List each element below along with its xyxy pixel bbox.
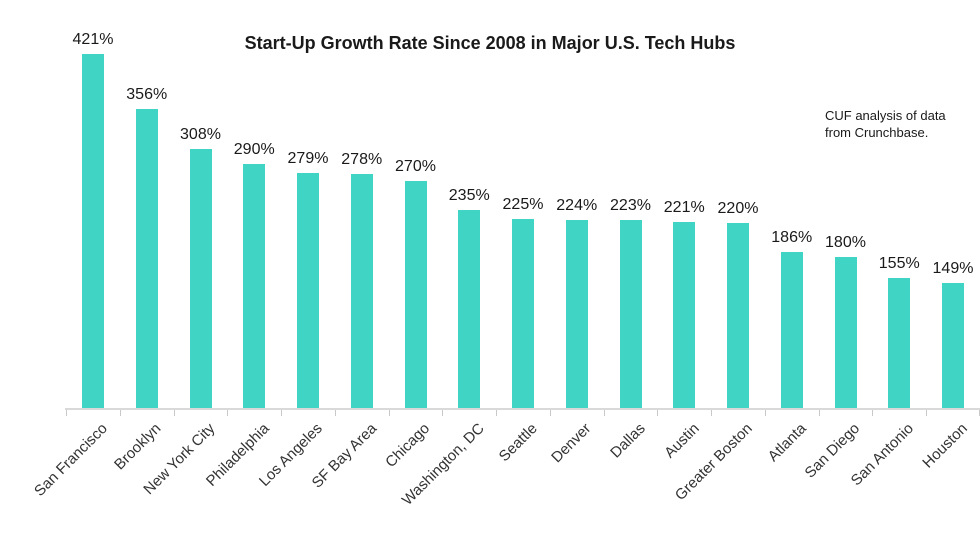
bar-value-label: 278%	[341, 151, 383, 168]
source-note: CUF analysis of data from Crunchbase.	[825, 107, 946, 141]
bar-philadelphia	[243, 164, 266, 408]
x-axis-tick	[496, 409, 498, 416]
x-axis-tick	[66, 409, 68, 416]
bar-brooklyn	[135, 109, 158, 408]
x-axis-tick	[388, 409, 390, 416]
x-axis-tick	[334, 409, 336, 416]
bar-value-label: 186%	[771, 229, 813, 246]
bar-value-label: 220%	[717, 200, 759, 217]
bar-value-label: 149%	[932, 260, 974, 277]
bar-value-label: 290%	[233, 141, 275, 158]
bar-dallas	[619, 220, 642, 408]
bar-greater-boston	[727, 223, 749, 408]
bar-atlanta	[780, 252, 803, 408]
x-axis-tick	[119, 409, 121, 416]
bar-value-label: 421%	[72, 31, 114, 48]
bar-value-label: 224%	[556, 197, 598, 214]
x-axis-tick	[711, 409, 713, 416]
bar-sf-bay-area	[350, 174, 373, 408]
x-axis-tick	[442, 409, 444, 416]
x-axis-label: Houston	[919, 420, 972, 472]
bar-value-label: 279%	[287, 150, 329, 167]
x-axis-label: Austin	[660, 420, 703, 462]
bar-san-antonio	[888, 278, 911, 408]
x-axis-tick	[603, 409, 605, 416]
x-axis-tick	[764, 409, 766, 416]
bar-seattle	[512, 219, 534, 408]
x-axis-label: Brooklyn	[111, 420, 165, 474]
x-axis-label: Denver	[548, 420, 595, 467]
bar-value-label: 155%	[878, 255, 920, 272]
source-note-line-2: from Crunchbase.	[825, 125, 929, 140]
x-axis-label: Atlanta	[764, 420, 810, 466]
x-axis-line	[65, 408, 980, 410]
bar-value-label: 223%	[610, 197, 651, 214]
bar-houston	[942, 283, 964, 408]
chart-title: Start-Up Growth Rate Since 2008 in Major…	[244, 33, 736, 53]
bar-value-label: 180%	[825, 234, 866, 251]
bar-los-angeles	[297, 173, 319, 408]
x-axis-label: Seattle	[495, 420, 542, 466]
bar-value-label: 308%	[180, 126, 221, 143]
bar-chicago	[404, 181, 427, 408]
bar-san-francisco	[82, 54, 104, 408]
x-axis-label: Chicago	[382, 420, 434, 471]
bar-value-label: 356%	[126, 86, 168, 103]
bar-new-york-city	[189, 149, 212, 408]
bar-value-label: 235%	[448, 187, 490, 204]
x-axis-tick	[227, 409, 229, 416]
bar-austin	[673, 222, 696, 408]
x-axis-tick	[926, 409, 928, 416]
x-axis-label: Dallas	[607, 420, 649, 462]
bar-san-diego	[834, 257, 857, 408]
bar-denver	[565, 220, 588, 408]
bar-value-label: 221%	[663, 199, 705, 216]
bar-value-label: 225%	[502, 196, 544, 213]
x-axis-tick	[281, 409, 283, 416]
bar-washington-dc	[458, 210, 481, 408]
x-axis-tick	[173, 409, 175, 416]
x-axis-tick	[818, 409, 820, 416]
x-axis-tick	[657, 409, 659, 416]
bar-value-label: 270%	[395, 158, 436, 175]
x-axis-tick	[549, 409, 551, 416]
x-axis-label: San Francisco	[31, 420, 112, 500]
x-axis-tick	[872, 409, 874, 416]
source-note-line-1: CUF analysis of data	[825, 108, 946, 123]
